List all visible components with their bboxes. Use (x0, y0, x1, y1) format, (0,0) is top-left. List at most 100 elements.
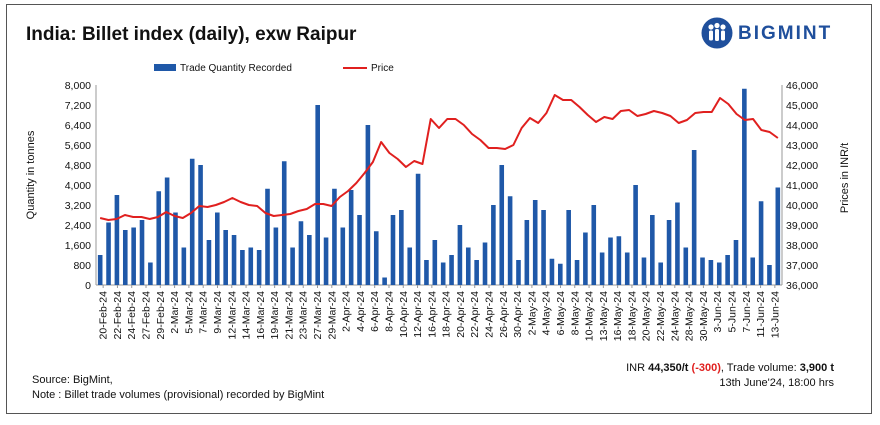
y-tick-label: 6,400 (65, 120, 91, 132)
y-tick-label: 1,600 (65, 240, 91, 252)
x-tick-label: 18-May-24 (626, 291, 638, 341)
bar-mark (507, 196, 513, 285)
axes: 0 800 1,600 2,400 3,200 4,000 4,800 5,600 6,400 7… (65, 80, 819, 341)
bar-mark (139, 220, 145, 285)
y2-tick-label: 44,000 (786, 120, 818, 132)
x-tick-label: 27-Feb-24 (141, 291, 153, 340)
bar-mark (248, 247, 254, 285)
bar-mark (323, 237, 329, 285)
bar-mark (449, 255, 454, 285)
x-tick-label: 19-Mar-24 (269, 291, 281, 340)
x-tick-label: 14-Mar-24 (241, 291, 253, 340)
bar-mark (240, 250, 245, 285)
price-line (99, 94, 779, 221)
y2-tick-label: 36,000 (786, 280, 818, 292)
x-tick-label: 3-Jun-24 (712, 291, 724, 333)
bar-mark (131, 227, 136, 285)
bar-mark (457, 225, 463, 285)
y-axis-title: Quantity in tonnes (25, 130, 37, 219)
x-tick-label: 2-May-24 (526, 291, 538, 336)
bar-mark (616, 236, 622, 285)
bar-mark (348, 190, 354, 285)
x-tick-label: 18-Apr-24 (441, 291, 453, 338)
x-tick-label: 10-May-24 (584, 291, 596, 341)
note-text: Note : Billet trade volumes (provisional… (32, 389, 325, 401)
bar-mark (558, 263, 563, 285)
bar-mark (223, 230, 228, 285)
bar-mark (340, 227, 346, 285)
bar-mark (474, 260, 479, 285)
summary-line: INR 44,350/t (-300), Trade volume: 3,900… (626, 362, 834, 374)
y2-tick-label: 46,000 (786, 80, 818, 92)
bar-mark (332, 188, 337, 285)
x-tick-label: 26-Apr-24 (498, 291, 510, 338)
x-tick-label: 12-Apr-24 (412, 291, 424, 338)
y-tick-label: 4,800 (65, 160, 91, 172)
summary-change: (-300) (691, 362, 721, 374)
legend-label-line: Price (371, 63, 394, 74)
summary-timestamp: 13th June'24, 18:00 hrs (719, 377, 834, 389)
x-tick-label: 2-Apr-24 (341, 291, 353, 332)
bar-mark (440, 262, 446, 285)
bar-mark (482, 242, 488, 285)
bar-mark (415, 173, 421, 285)
y-tick-label: 4,000 (65, 180, 91, 192)
bar-mark (683, 247, 689, 285)
x-tick-label: 5-Mar-24 (183, 291, 195, 334)
bar-mark (114, 195, 120, 285)
x-tick-label: 24-Feb-24 (126, 291, 138, 340)
bar-mark (583, 232, 588, 285)
bar-mark (206, 240, 212, 285)
bar-mark (691, 150, 697, 285)
bar-mark (549, 258, 555, 285)
y-tick-label: 3,200 (65, 200, 91, 212)
x-tick-label: 22-Apr-24 (469, 291, 481, 338)
bar-mark (399, 210, 404, 285)
bar-mark (97, 255, 103, 285)
x-tick-label: 22-May-24 (655, 291, 667, 341)
x-tick-label: 8-Apr-24 (383, 291, 395, 332)
x-tick-label: 24-May-24 (669, 291, 681, 341)
bar-mark (758, 201, 764, 285)
bar-mark (424, 260, 429, 285)
x-tick-label: 6-Apr-24 (369, 291, 381, 332)
bar-mark (315, 105, 320, 285)
bar-mark (281, 161, 287, 285)
summary-volume-prefix: , Trade volume: (720, 362, 800, 374)
x-tick-label: 13-May-24 (598, 291, 610, 341)
bigmint-people-logo-icon (701, 17, 733, 49)
bar-mark (658, 262, 663, 285)
bar-mark (122, 230, 128, 285)
bar-mark (666, 220, 672, 285)
bar-mark (365, 125, 371, 285)
x-tick-label: 16-May-24 (612, 291, 624, 341)
y2-tick-label: 41,000 (786, 180, 818, 192)
bar-mark (524, 220, 530, 285)
legend-label-bar: Trade Quantity Recorded (180, 63, 292, 74)
bar-mark (265, 188, 270, 285)
bar-mark (650, 215, 655, 285)
bar-mark (750, 257, 756, 285)
y-tick-label: 2,400 (65, 220, 91, 232)
bar-mark (164, 177, 170, 285)
bar-mark (767, 265, 772, 285)
bar-mark (700, 257, 705, 285)
bar-mark (290, 247, 295, 285)
x-tick-label: 9-Mar-24 (212, 291, 224, 334)
bar-mark (675, 202, 680, 285)
bar-mark (189, 158, 195, 285)
bar-mark (390, 215, 396, 285)
y2-tick-label: 40,000 (786, 200, 818, 212)
bar-mark (407, 247, 413, 285)
legend: Trade Quantity Recorded Price (154, 63, 394, 74)
y-tick-label: 8,000 (65, 80, 91, 92)
page-title: India: Billet index (daily), exw Raipur (26, 24, 357, 45)
y2-axis-title: Prices in INR/t (839, 143, 851, 213)
x-tick-label: 7-Mar-24 (198, 291, 210, 334)
x-tick-label: 22-Feb-24 (112, 291, 124, 340)
x-tick-label: 21-Mar-24 (283, 291, 295, 340)
y2-tick-label: 37,000 (786, 260, 818, 272)
bar-mark (382, 277, 387, 285)
x-tick-label: 20-Feb-24 (98, 291, 110, 340)
x-tick-label: 20-May-24 (641, 291, 653, 341)
